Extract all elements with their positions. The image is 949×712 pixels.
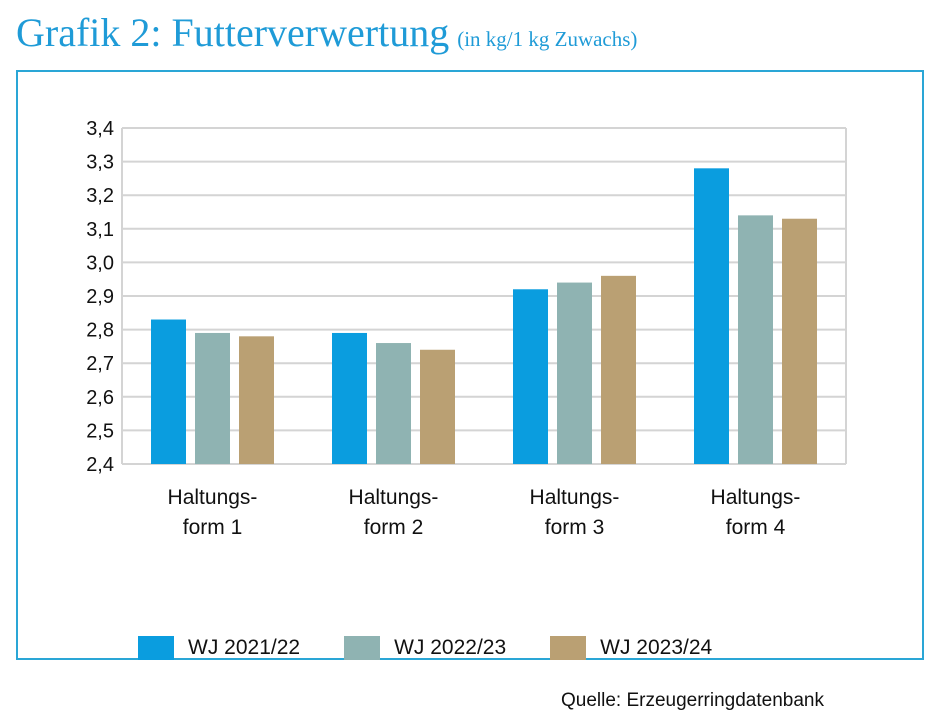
legend-item-wj-2022-23: WJ 2022/23 — [344, 636, 506, 660]
x-tick-label: Haltungs- — [349, 486, 439, 509]
x-tick-label: form 3 — [545, 516, 605, 539]
y-tick-label: 3,0 — [86, 252, 114, 274]
bar-chart: 2,4 2,5 2,6 2,7 2,8 2,9 3,0 3,1 3,2 3,3 3,4 Haltung… — [86, 118, 847, 539]
x-tick-label: Haltungs- — [530, 486, 620, 509]
x-tick-label: Haltungs- — [711, 486, 801, 509]
x-tick-label: form 2 — [364, 516, 424, 539]
legend-label: WJ 2021/22 — [188, 636, 301, 659]
y-tick-label: 2,8 — [86, 320, 114, 342]
bar — [195, 332, 230, 464]
chart-title-main: Grafik 2: Futterverwertung — [16, 10, 450, 55]
x-tick-label: form 4 — [726, 516, 786, 539]
chart-frame: 2,4 2,5 2,6 2,7 2,8 2,9 3,0 3,1 3,2 3,3 3,4 Haltung… — [16, 70, 924, 711]
x-tick-label: form 1 — [183, 516, 243, 539]
legend-label: WJ 2023/24 — [600, 636, 713, 659]
x-tick-label: Haltungs- — [168, 486, 258, 509]
bar — [782, 218, 817, 464]
y-tick-label: 3,2 — [86, 185, 114, 207]
bar — [332, 332, 367, 464]
y-tick-label: 2,9 — [86, 286, 114, 308]
y-tick-label: 2,4 — [86, 454, 114, 476]
y-tick-label: 3,4 — [86, 118, 114, 140]
y-tick-label: 3,1 — [86, 219, 114, 241]
chart-title-unit: (in kg/1 kg Zuwachs) — [457, 27, 638, 51]
y-tick-label: 2,6 — [86, 387, 114, 409]
bar — [239, 336, 274, 464]
chart-legend: WJ 2021/22 WJ 2022/23 WJ 2023/24 — [138, 634, 756, 662]
bar — [601, 275, 636, 464]
bar — [513, 289, 548, 464]
legend-label: WJ 2022/23 — [394, 636, 507, 659]
y-tick-label: 2,7 — [86, 353, 114, 375]
legend-swatch — [344, 636, 381, 660]
bar — [738, 215, 773, 464]
source-note: Quelle: Erzeugerringdatenbank — [560, 690, 824, 711]
bar — [151, 319, 186, 464]
legend-swatch — [138, 636, 174, 660]
bar — [420, 349, 455, 464]
bar — [376, 343, 411, 464]
bar — [694, 168, 729, 464]
chart-title: Grafik 2: Futterverwertung (in kg/1 kg Zu… — [16, 8, 637, 58]
legend-swatch — [550, 636, 587, 660]
legend-item-wj-2023-24: WJ 2023/24 — [550, 636, 712, 660]
legend-item-wj-2021-22: WJ 2021/22 — [138, 636, 300, 660]
y-tick-label: 2,5 — [86, 420, 114, 442]
y-tick-label: 3,3 — [86, 152, 114, 174]
bar — [557, 282, 592, 464]
